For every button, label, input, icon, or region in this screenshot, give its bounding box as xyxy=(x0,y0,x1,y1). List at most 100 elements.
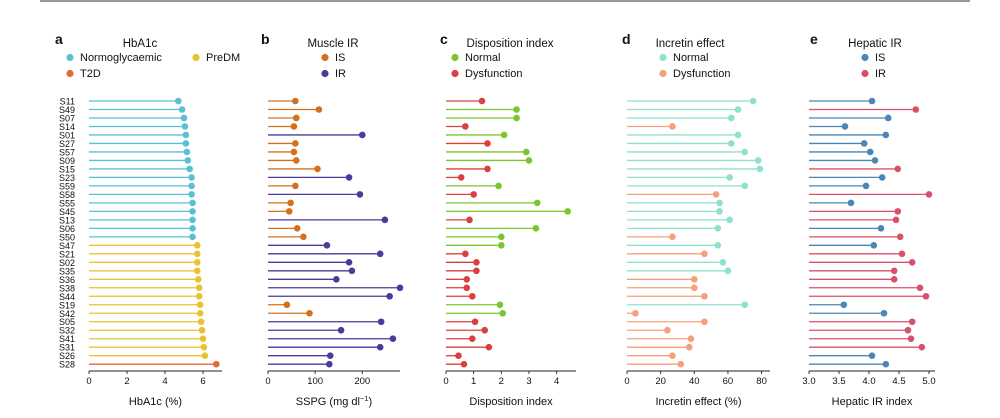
subject-label: S27 xyxy=(59,139,75,149)
lollipop-point xyxy=(189,216,196,224)
subject-label: S32 xyxy=(59,326,75,336)
subject-label: S23 xyxy=(59,173,75,183)
lollipop-point xyxy=(632,309,639,317)
lollipop-point xyxy=(860,140,868,147)
panel-letter: d xyxy=(622,31,631,47)
legend-label: Normal xyxy=(673,52,708,64)
lollipop-point xyxy=(462,123,469,130)
panel-title: Incretin effect xyxy=(656,38,726,50)
x-tick-label: 60 xyxy=(723,376,734,387)
panel-letter: a xyxy=(55,31,63,47)
lollipop-point xyxy=(880,309,888,317)
subject-label: S07 xyxy=(59,113,75,123)
lollipop-point xyxy=(376,250,384,258)
lollipop-point xyxy=(894,165,902,173)
legend-label: IR xyxy=(875,68,886,80)
lollipop-point xyxy=(485,343,493,351)
x-axis-label-superscript: −1 xyxy=(360,394,369,403)
panel-title: Hepatic IR xyxy=(848,38,902,50)
lollipop-point xyxy=(877,225,885,232)
legend-label: Normoglycaemic xyxy=(80,52,162,64)
lollipop-point xyxy=(484,165,491,173)
lollipop-point xyxy=(890,267,898,275)
lollipop-point xyxy=(716,199,723,207)
x-tick-label: 40 xyxy=(689,376,700,387)
legend-label: IS xyxy=(875,52,885,64)
x-axis-label-text: SSPG (mg dl xyxy=(296,396,360,408)
x-tick-label: 20 xyxy=(655,376,666,387)
lollipop-point xyxy=(196,301,204,309)
lollipop-point xyxy=(677,360,685,368)
x-axis-label: Disposition index xyxy=(469,396,553,408)
panel-letter: c xyxy=(440,31,448,47)
lollipop-point xyxy=(290,148,298,156)
subject-label: S45 xyxy=(59,207,75,217)
lollipop-point xyxy=(468,335,476,343)
lollipop-point xyxy=(292,140,299,147)
lollipop-point xyxy=(840,301,848,309)
lollipop-point xyxy=(194,259,201,266)
lollipop-point xyxy=(470,191,477,198)
lollipop-point xyxy=(916,284,924,292)
lollipop-point xyxy=(894,208,902,215)
lollipop-point xyxy=(896,233,904,241)
lollipop-point xyxy=(292,157,300,164)
lollipop-point xyxy=(728,114,735,122)
lollipop-point xyxy=(175,97,182,105)
legend-marker xyxy=(659,53,667,62)
lollipop-point xyxy=(184,157,192,164)
lollipop-point xyxy=(918,343,926,351)
subject-label: S42 xyxy=(59,309,75,319)
lollipop-point xyxy=(457,174,465,181)
lollipop-point xyxy=(907,335,915,343)
lollipop-point xyxy=(463,284,471,292)
lollipop-point xyxy=(495,182,502,190)
x-tick-label: 200 xyxy=(354,376,370,387)
x-axis-label-end: ) xyxy=(369,396,373,408)
subject-label: S41 xyxy=(59,334,75,344)
lollipop-point xyxy=(714,242,722,249)
lollipop-point xyxy=(377,318,385,326)
lollipop-point xyxy=(460,360,468,368)
lollipop-point xyxy=(326,352,334,360)
subject-label: S28 xyxy=(59,360,75,370)
lollipop-point xyxy=(685,343,693,351)
lollipop-point xyxy=(315,106,323,113)
lollipop-point xyxy=(908,318,916,326)
legend-label: Normal xyxy=(465,52,500,64)
lollipop-point xyxy=(841,123,849,130)
subject-label: S44 xyxy=(59,292,75,302)
lollipop-point xyxy=(462,250,469,258)
legend-marker xyxy=(451,53,459,62)
lollipop-point xyxy=(719,259,727,266)
x-axis-label-text: Incretin effect (%) xyxy=(656,396,742,408)
lollipop-point xyxy=(533,199,541,207)
lollipop-point xyxy=(756,165,764,173)
lollipop-point xyxy=(741,148,749,156)
lollipop-point xyxy=(188,191,195,198)
lollipop-point xyxy=(741,301,749,309)
lollipop-point xyxy=(496,301,504,309)
panel-title: Disposition index xyxy=(467,38,554,50)
lollipop-point xyxy=(912,106,920,113)
lollipop-point xyxy=(463,275,471,283)
lollipop-point xyxy=(701,250,708,258)
lollipop-point xyxy=(381,216,389,224)
x-tick-label: 4.0 xyxy=(862,376,875,387)
lollipop-point xyxy=(890,275,898,283)
subject-label: S15 xyxy=(59,164,75,174)
lollipop-point xyxy=(754,157,762,164)
lollipop-point xyxy=(513,114,520,122)
legend-marker xyxy=(659,69,667,78)
lollipop-point xyxy=(376,343,384,351)
lollipop-point xyxy=(868,352,876,360)
legend-marker xyxy=(66,53,74,62)
legend-marker xyxy=(321,69,329,78)
lollipop-point xyxy=(333,275,340,283)
lollipop-point xyxy=(862,182,870,190)
lollipop-point xyxy=(525,157,533,164)
x-tick-label: 3.0 xyxy=(802,376,815,387)
lollipop-point xyxy=(878,174,886,181)
lollipop-point xyxy=(290,123,298,130)
lollipop-point xyxy=(195,284,203,292)
